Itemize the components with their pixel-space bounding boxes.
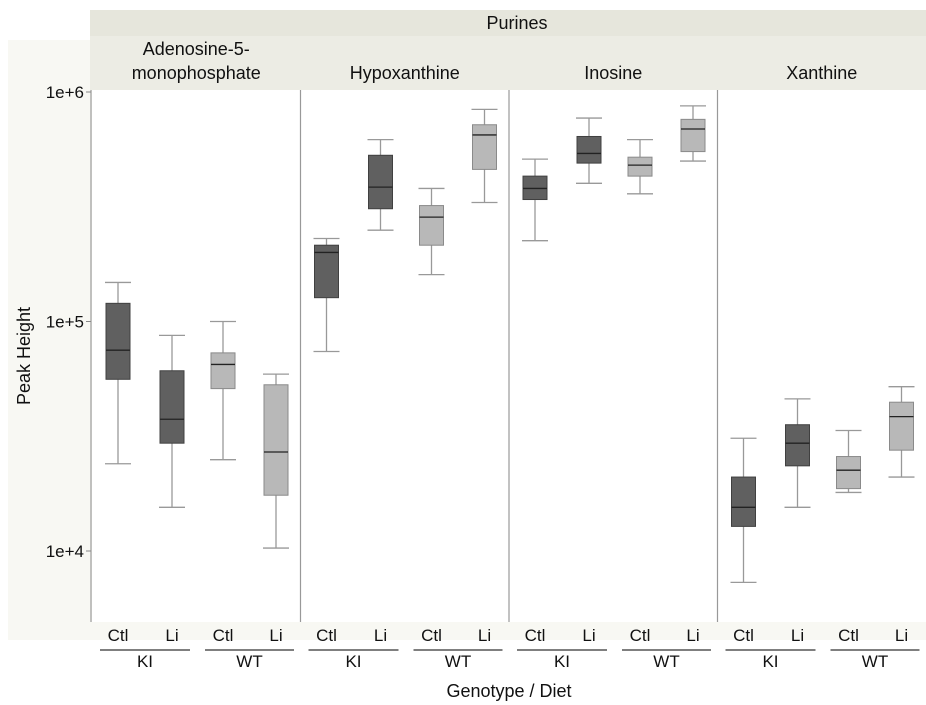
box-ki-li (784, 398, 811, 508)
box-iqr (576, 135, 602, 164)
box-iqr (627, 156, 653, 177)
group-header-label: Purines (486, 13, 547, 33)
box-wt-ctl (418, 187, 445, 276)
box-iqr (889, 401, 914, 451)
box-iqr (731, 476, 756, 527)
y-tick-label: 1e+6 (46, 83, 84, 102)
panel-title: Adenosine-5-monophosphate (132, 39, 261, 83)
box-iqr (105, 302, 131, 380)
x-diet-label: Ctl (733, 626, 754, 645)
y-tick-label: 1e+4 (46, 542, 84, 561)
x-axis-title: Genotype / Diet (446, 681, 571, 701)
box-iqr (680, 118, 706, 153)
x-diet-label: Li (374, 626, 387, 645)
x-genotype-label: WT (653, 652, 679, 671)
box-ki-ctl (522, 158, 548, 242)
box-iqr (836, 456, 861, 490)
x-diet-label: Ctl (213, 626, 234, 645)
x-diet-label: Ctl (525, 626, 546, 645)
box-ki-li (576, 117, 602, 184)
xaxis-band (92, 622, 926, 640)
box-wt-ctl (835, 429, 862, 494)
panel-title: Hypoxanthine (350, 63, 460, 83)
ylabel-band (8, 40, 92, 640)
x-genotype-label: KI (554, 652, 570, 671)
x-diet-label: Li (791, 626, 804, 645)
x-genotype-label: KI (762, 652, 778, 671)
x-diet-label: Li (269, 626, 282, 645)
x-genotype-label: WT (236, 652, 262, 671)
x-diet-label: Li (165, 626, 178, 645)
x-diet-label: Ctl (838, 626, 859, 645)
x-diet-label: Ctl (421, 626, 442, 645)
y-axis-title: Peak Height (14, 307, 34, 405)
box-wt-ctl (210, 320, 236, 461)
x-diet-label: Ctl (316, 626, 337, 645)
panel-title: Inosine (584, 63, 642, 83)
box-iqr (785, 424, 810, 467)
panel-title: Xanthine (786, 63, 857, 83)
x-diet-label: Ctl (108, 626, 129, 645)
box-ki-ctl (313, 237, 340, 353)
x-diet-label: Ctl (630, 626, 651, 645)
x-diet-label: Li (478, 626, 491, 645)
box-ki-ctl (730, 437, 757, 584)
x-genotype-label: WT (862, 652, 888, 671)
box-iqr (159, 370, 185, 444)
box-ki-li (367, 138, 394, 231)
group-header-bar (90, 10, 926, 36)
box-iqr (263, 384, 289, 496)
x-genotype-label: WT (445, 652, 471, 671)
x-diet-label: Li (686, 626, 699, 645)
x-genotype-label: KI (345, 652, 361, 671)
y-tick-label: 1e+5 (46, 313, 84, 332)
box-wt-li (888, 386, 915, 478)
box-wt-li (471, 108, 498, 204)
box-iqr (314, 244, 339, 299)
box-iqr (368, 154, 393, 210)
box-iqr (419, 205, 444, 246)
box-iqr (210, 352, 236, 390)
box-wt-ctl (627, 138, 653, 195)
box-iqr (472, 124, 497, 170)
box-wt-li (680, 105, 706, 162)
panel-header-bar (90, 36, 926, 90)
x-diet-label: Li (895, 626, 908, 645)
box-ki-ctl (105, 281, 131, 465)
box-wt-li (263, 373, 289, 549)
x-genotype-label: KI (137, 652, 153, 671)
box-ki-li (159, 334, 185, 508)
x-diet-label: Li (582, 626, 595, 645)
